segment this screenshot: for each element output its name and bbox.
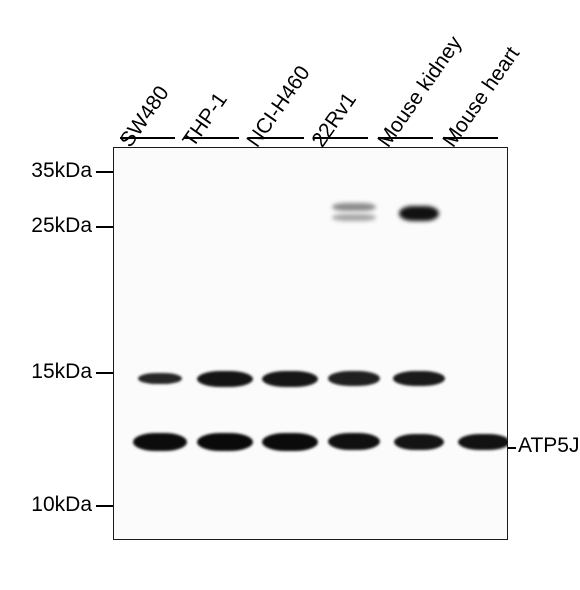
lane-label: SW480: [115, 82, 174, 152]
mw-label: 10kDa: [0, 493, 92, 517]
mw-label: 25kDa: [0, 214, 92, 238]
mw-tick: [96, 226, 113, 228]
mw-tick: [96, 505, 113, 507]
lane-underline: [443, 137, 498, 139]
band: [197, 371, 253, 387]
right-tick: [508, 447, 516, 449]
protein-label: ATP5J: [518, 434, 579, 458]
lane-underline: [184, 137, 239, 139]
mw-label: 35kDa: [0, 159, 92, 183]
lane-label: 22Rv1: [307, 89, 361, 152]
band: [458, 434, 508, 450]
band: [328, 433, 380, 450]
band: [393, 371, 445, 386]
lane-underline: [313, 137, 368, 139]
blot-membrane: [113, 147, 508, 540]
lane-underline: [120, 137, 175, 139]
band: [394, 434, 444, 450]
band: [262, 433, 318, 451]
band: [197, 433, 253, 451]
band: [399, 206, 439, 221]
band: [262, 371, 318, 387]
mw-tick: [96, 372, 113, 374]
lane-label: THP-1: [178, 89, 232, 152]
band: [332, 214, 376, 221]
lane-underline: [378, 137, 433, 139]
mw-tick: [96, 171, 113, 173]
band: [138, 373, 182, 384]
band: [133, 433, 187, 451]
lane-underline: [249, 137, 304, 139]
band: [328, 371, 380, 386]
mw-label: 15kDa: [0, 360, 92, 384]
blot-figure: SW480 THP-1 NCI-H460 22Rv1 Mouse kidney …: [0, 0, 580, 590]
band: [332, 203, 376, 211]
